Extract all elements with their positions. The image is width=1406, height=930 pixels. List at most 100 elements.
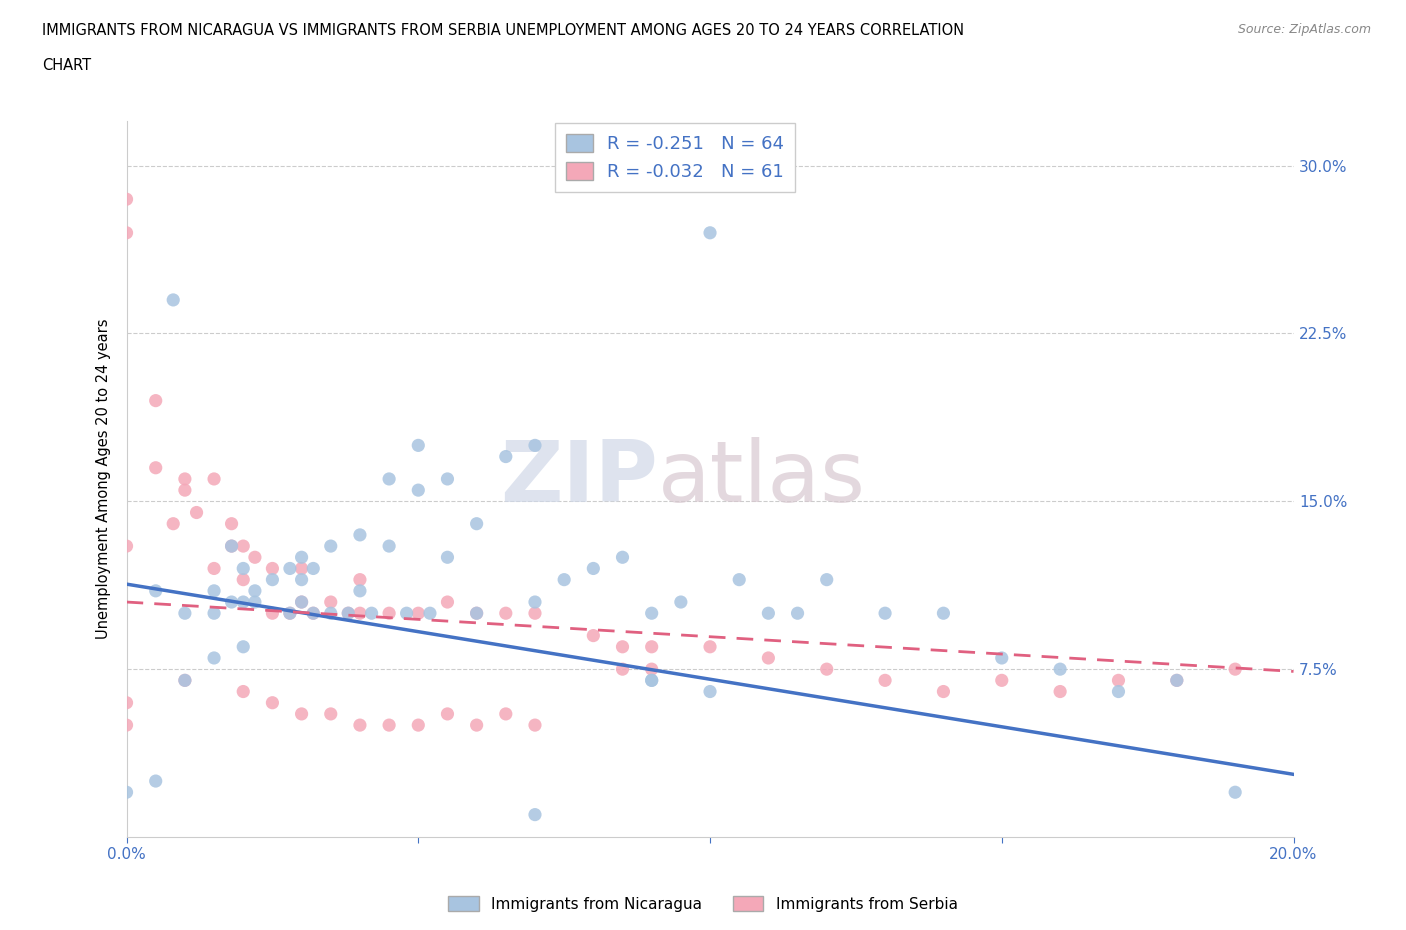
Point: [115, 718, 138, 733]
Point: [408, 718, 430, 733]
Point: [786, 605, 808, 620]
Point: [290, 594, 312, 609]
Point: [465, 718, 488, 733]
Point: [278, 605, 301, 620]
Point: [1049, 684, 1071, 699]
Point: [756, 605, 779, 620]
Point: [612, 662, 634, 677]
Point: [756, 651, 779, 666]
Point: [221, 538, 243, 553]
Text: atlas: atlas: [658, 437, 866, 521]
Point: [728, 572, 751, 587]
Point: [221, 594, 243, 609]
Point: [262, 561, 284, 576]
Point: [436, 707, 458, 722]
Point: [290, 707, 312, 722]
Point: [145, 774, 167, 789]
Point: [337, 605, 360, 620]
Point: [337, 605, 360, 620]
Point: [699, 225, 721, 240]
Point: [1166, 673, 1188, 688]
Point: [524, 718, 547, 733]
Point: [115, 785, 138, 800]
Point: [524, 807, 547, 822]
Point: [232, 572, 254, 587]
Point: [290, 572, 312, 587]
Point: [378, 538, 401, 553]
Point: [262, 696, 284, 711]
Point: [640, 605, 664, 620]
Point: [202, 561, 225, 576]
Point: [319, 707, 342, 722]
Point: [640, 673, 664, 688]
Point: [162, 516, 184, 531]
Point: [202, 605, 225, 620]
Point: [243, 550, 266, 565]
Point: [612, 550, 634, 565]
Point: [436, 550, 458, 565]
Point: [436, 472, 458, 486]
Point: [115, 192, 138, 206]
Point: [243, 583, 266, 598]
Point: [174, 605, 197, 620]
Point: [262, 605, 284, 620]
Point: [202, 583, 225, 598]
Point: [115, 225, 138, 240]
Point: [202, 651, 225, 666]
Point: [640, 662, 664, 677]
Point: [495, 449, 517, 464]
Point: [243, 594, 266, 609]
Point: [408, 483, 430, 498]
Point: [319, 605, 342, 620]
Point: [232, 594, 254, 609]
Point: [1108, 684, 1130, 699]
Point: [202, 472, 225, 486]
Point: [582, 561, 605, 576]
Point: [669, 594, 692, 609]
Point: [145, 460, 167, 475]
Point: [378, 472, 401, 486]
Point: [174, 673, 197, 688]
Point: [408, 605, 430, 620]
Point: [553, 572, 575, 587]
Point: [349, 718, 371, 733]
Point: [145, 583, 167, 598]
Point: [319, 538, 342, 553]
Point: [360, 605, 382, 620]
Point: [875, 673, 897, 688]
Point: [378, 718, 401, 733]
Point: [290, 594, 312, 609]
Point: [612, 639, 634, 654]
Text: Source: ZipAtlas.com: Source: ZipAtlas.com: [1237, 23, 1371, 36]
Legend: Immigrants from Nicaragua, Immigrants from Serbia: Immigrants from Nicaragua, Immigrants fr…: [443, 889, 963, 918]
Point: [349, 572, 371, 587]
Point: [932, 605, 955, 620]
Point: [465, 516, 488, 531]
Point: [524, 594, 547, 609]
Point: [582, 628, 605, 643]
Point: [115, 538, 138, 553]
Point: [278, 605, 301, 620]
Point: [162, 293, 184, 308]
Point: [1223, 662, 1246, 677]
Point: [990, 651, 1012, 666]
Point: [349, 527, 371, 542]
Text: ZIP: ZIP: [499, 437, 658, 521]
Point: [640, 673, 664, 688]
Point: [395, 605, 418, 620]
Point: [262, 572, 284, 587]
Point: [1108, 673, 1130, 688]
Point: [378, 605, 401, 620]
Point: [319, 594, 342, 609]
Point: [349, 583, 371, 598]
Point: [495, 707, 517, 722]
Point: [278, 561, 301, 576]
Point: [232, 561, 254, 576]
Point: [495, 605, 517, 620]
Point: [145, 393, 167, 408]
Point: [174, 483, 197, 498]
Point: [699, 684, 721, 699]
Point: [990, 673, 1012, 688]
Point: [815, 662, 838, 677]
Point: [290, 550, 312, 565]
